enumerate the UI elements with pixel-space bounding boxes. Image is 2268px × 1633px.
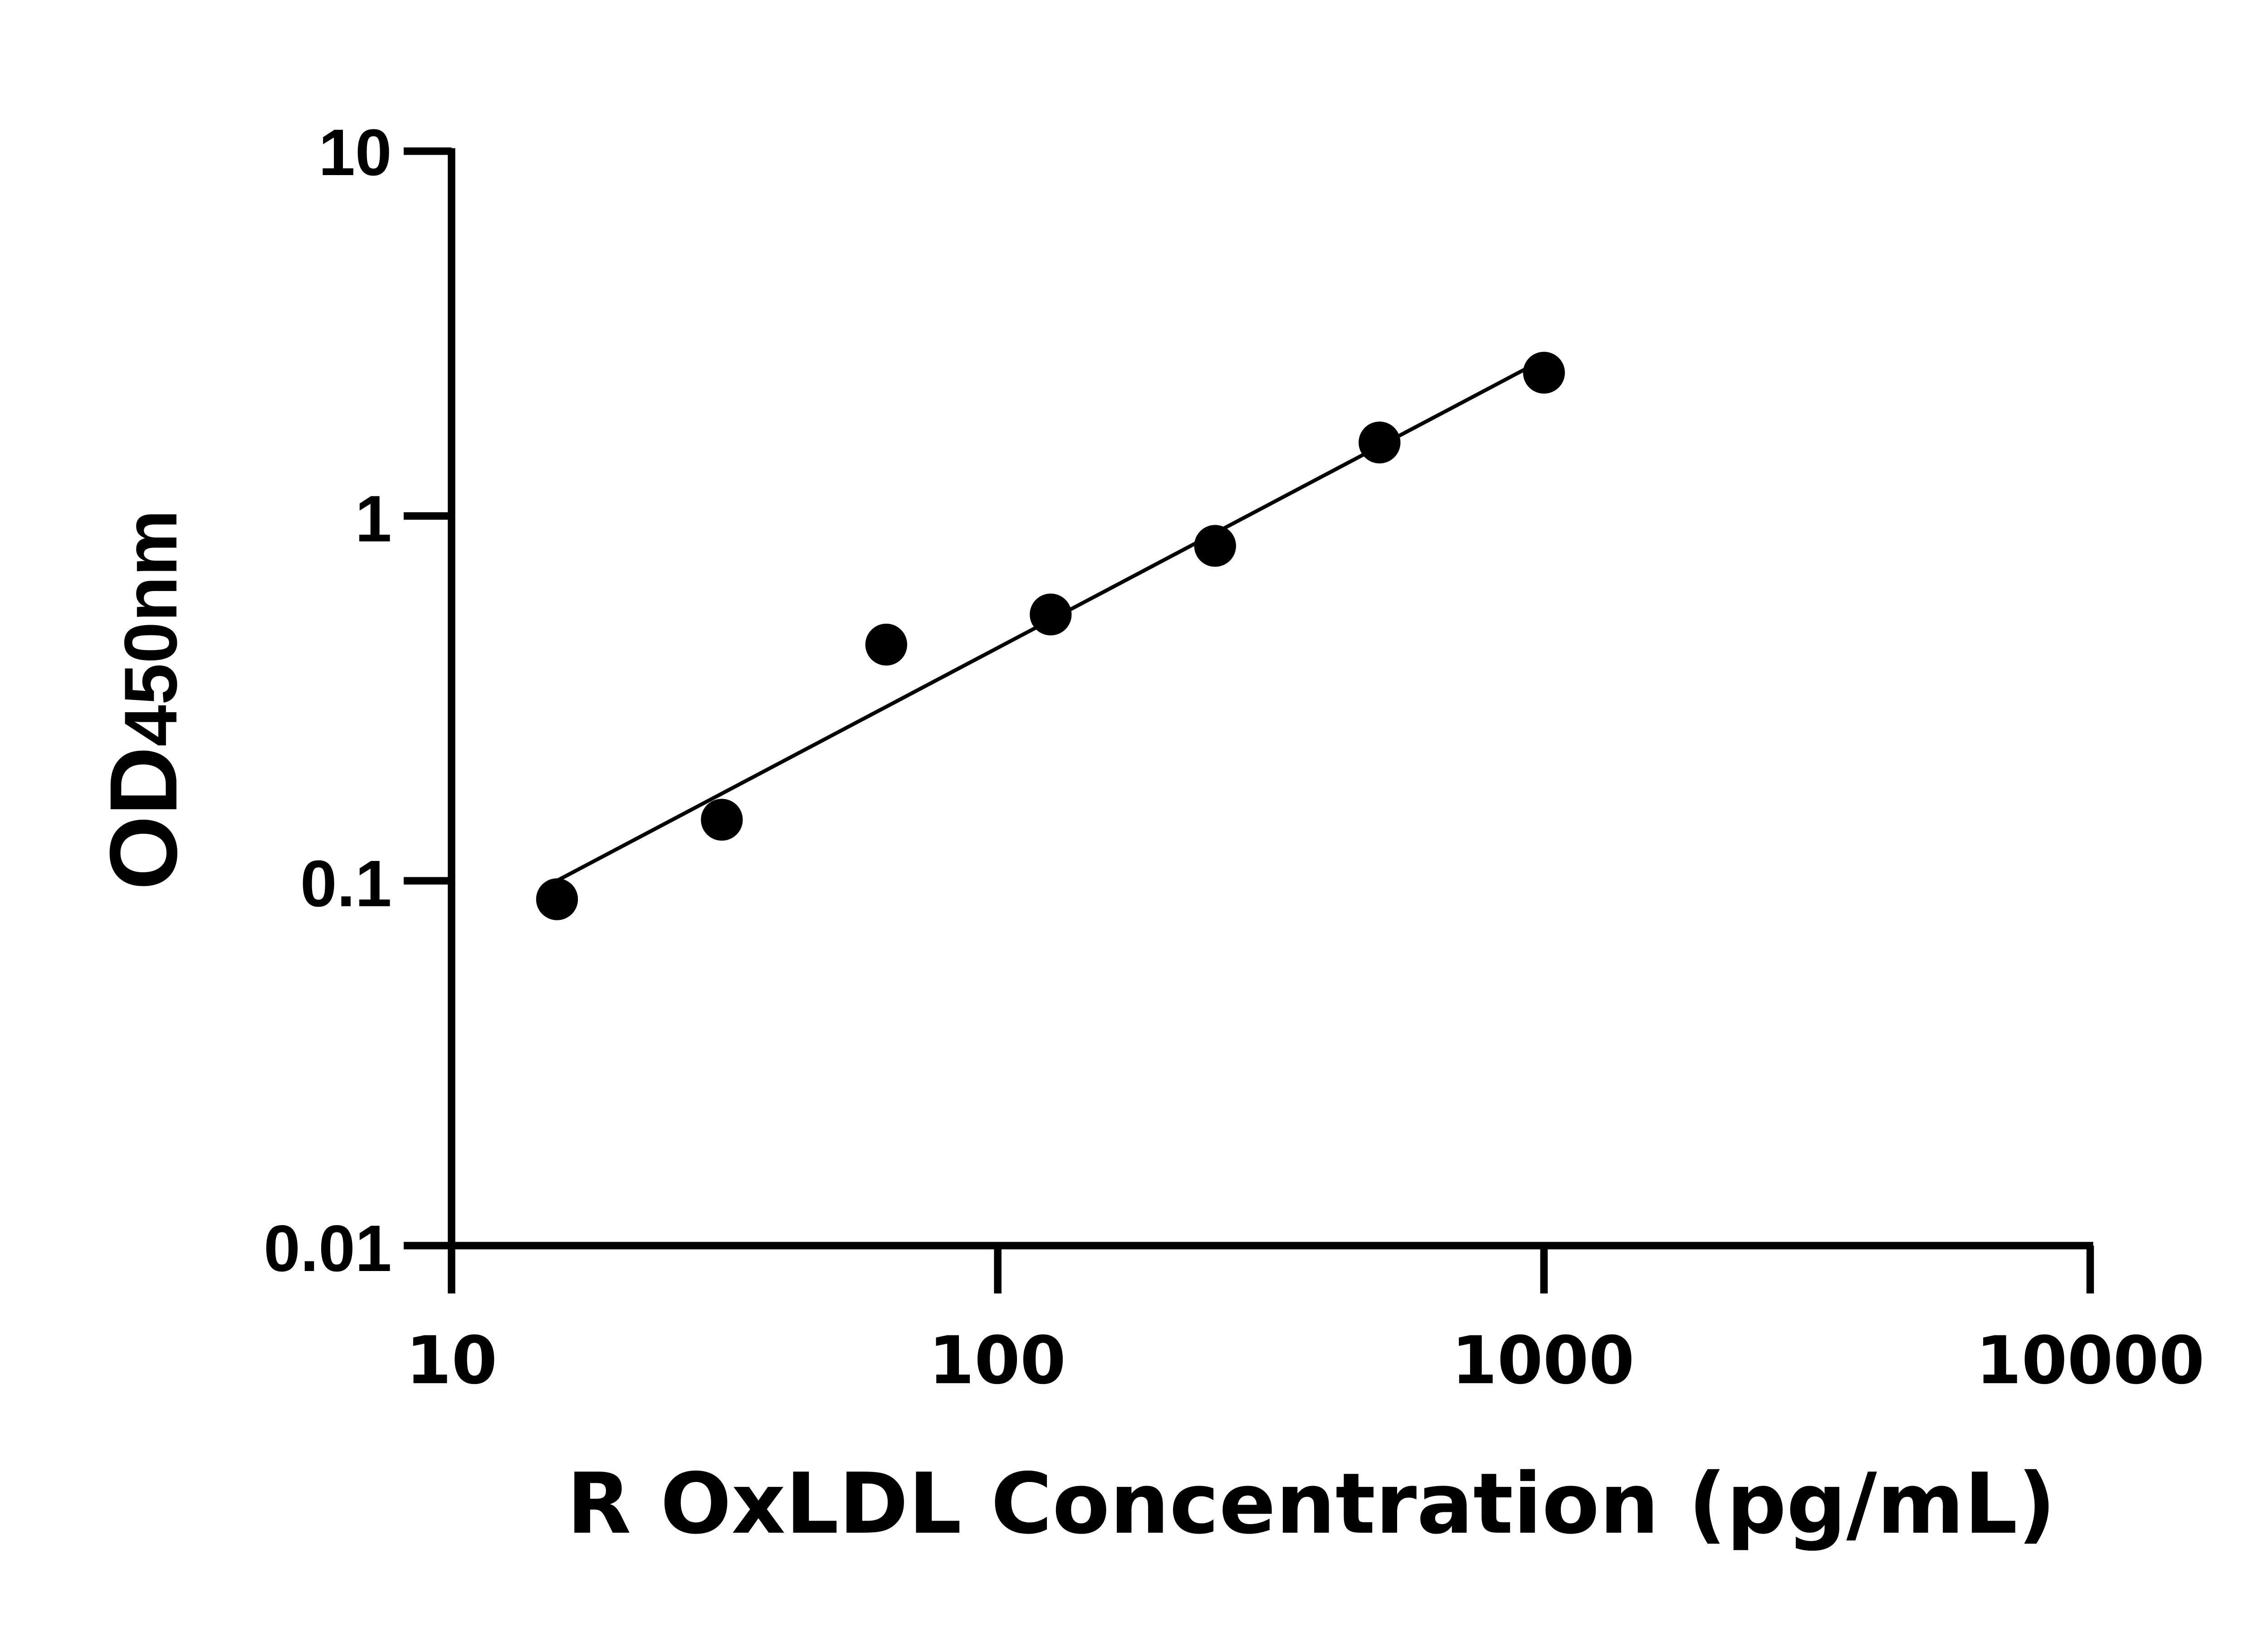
x-tick-label: 10000 <box>1976 1322 2205 1399</box>
y-tick-label: 0.1 <box>300 847 392 920</box>
axes <box>403 147 2094 1294</box>
y-axis-label: OD450nm <box>90 510 197 890</box>
data-point <box>1359 421 1401 464</box>
data-point <box>1523 352 1565 394</box>
data-point <box>536 878 578 920</box>
y-axis-label-sub: 450nm <box>109 510 192 747</box>
y-tick-label: 1 <box>355 482 392 556</box>
data-point <box>1030 593 1072 636</box>
x-tick-label: 10 <box>406 1322 498 1399</box>
x-tick-label: 100 <box>929 1322 1066 1399</box>
data-point <box>865 623 907 666</box>
x-axis-label: R OxLDL Concentration (pg/mL) <box>567 1455 2056 1553</box>
tick-labels: 10 1 0.1 0.01 10 100 1000 10000 <box>264 116 2204 1399</box>
x-tick-label: 1000 <box>1452 1322 1635 1399</box>
plot-area <box>536 352 1565 920</box>
y-axis-label-main: OD <box>90 747 197 890</box>
data-point <box>701 799 743 841</box>
y-tick-label: 0.01 <box>264 1212 391 1285</box>
data-point <box>1194 525 1236 567</box>
y-tick-label: 10 <box>318 116 391 189</box>
